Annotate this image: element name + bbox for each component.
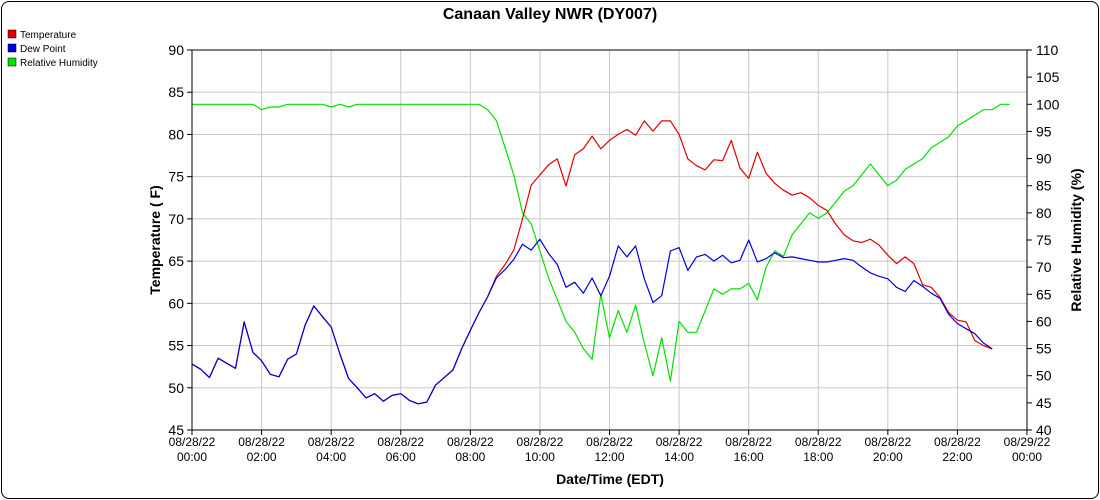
y2-tick-label: 90 [1036,151,1052,167]
y-axis-ticks: 45 50 55 60 65 70 75 80 85 90 [168,42,192,438]
legend-swatch-temperature [7,29,17,39]
y2-tick-label: 80 [1036,205,1052,221]
x-tick-date: 08/28/22 [377,435,424,449]
y2-tick-label: 50 [1036,368,1052,384]
x-tick-time: 16:00 [734,450,764,464]
x-tick-time: 12:00 [594,450,624,464]
y-tick-label: 85 [168,84,184,100]
x-tick-date: 08/28/22 [169,435,216,449]
x-tick-time: 08:00 [455,450,485,464]
y-tick-label: 65 [168,253,184,269]
x-tick-date: 08/28/22 [656,435,703,449]
x-tick-time: 22:00 [942,450,972,464]
x-tick-time: 02:00 [247,450,277,464]
series-line-relative-humidity [192,103,1010,382]
grid [191,49,1028,431]
y2-tick-label: 75 [1036,232,1052,248]
chart-title: Canaan Valley NWR (DY007) [443,6,657,23]
y-tick-label: 50 [168,380,184,396]
series [191,103,1010,405]
series-line-dew-point [191,238,993,405]
x-axis-title: Date/Time (EDT) [556,471,664,487]
y-tick-label: 60 [168,295,184,311]
x-tick-date: 08/28/22 [238,435,285,449]
y-tick-label: 70 [168,211,184,227]
series-line-temperature [191,120,993,405]
legend: Temperature Dew Point Relative Humidity [7,29,98,69]
x-tick-time: 10:00 [525,450,555,464]
x-tick-time: 06:00 [386,450,416,464]
plot-area [191,49,1028,431]
y2-axis-ticks: 40 45 50 55 60 65 70 75 80 85 90 95 100 105 110 [1027,42,1060,438]
y-axis-title: Temperature ( F) [147,185,163,294]
x-tick-date: 08/28/22 [725,435,772,449]
x-tick-date: 08/28/22 [934,435,981,449]
y2-tick-label: 65 [1036,286,1052,302]
legend-swatch-relative-humidity [7,57,17,67]
x-tick-date: 08/28/22 [308,435,355,449]
legend-label-relative-humidity: Relative Humidity [20,58,98,69]
y2-tick-label: 40 [1036,422,1052,438]
y2-tick-label: 60 [1036,313,1052,329]
x-tick-date: 08/28/22 [586,435,633,449]
x-tick-time: 00:00 [1012,450,1042,464]
y-tick-label: 55 [168,338,184,354]
legend-label-temperature: Temperature [20,30,77,41]
y-tick-label: 45 [168,422,184,438]
y2-tick-label: 55 [1036,341,1052,357]
y-tick-label: 80 [168,126,184,142]
y2-tick-label: 95 [1036,123,1052,139]
x-tick-time: 20:00 [873,450,903,464]
x-tick-date: 08/28/22 [447,435,494,449]
y2-tick-label: 105 [1036,69,1060,85]
legend-swatch-dew-point [7,43,17,53]
x-tick-time: 14:00 [664,450,694,464]
x-tick-date: 08/28/22 [795,435,842,449]
y2-tick-label: 45 [1036,395,1052,411]
legend-label-dew-point: Dew Point [20,44,66,55]
x-axis-ticks: 08/28/2200:0008/28/2202:0008/28/2204:000… [169,430,1051,464]
x-tick-time: 00:00 [177,450,207,464]
y2-tick-label: 100 [1036,96,1060,112]
y-tick-label: 75 [168,169,184,185]
x-tick-date: 08/28/22 [517,435,564,449]
y2-tick-label: 85 [1036,178,1052,194]
x-tick-time: 18:00 [803,450,833,464]
y-tick-label: 90 [168,42,184,58]
y2-tick-label: 70 [1036,259,1052,275]
x-tick-date: 08/28/22 [864,435,911,449]
y2-axis-title: Relative Humidity (%) [1068,168,1084,311]
x-tick-date: 08/29/22 [1004,435,1051,449]
y2-tick-label: 110 [1036,42,1059,58]
x-tick-time: 04:00 [316,450,346,464]
